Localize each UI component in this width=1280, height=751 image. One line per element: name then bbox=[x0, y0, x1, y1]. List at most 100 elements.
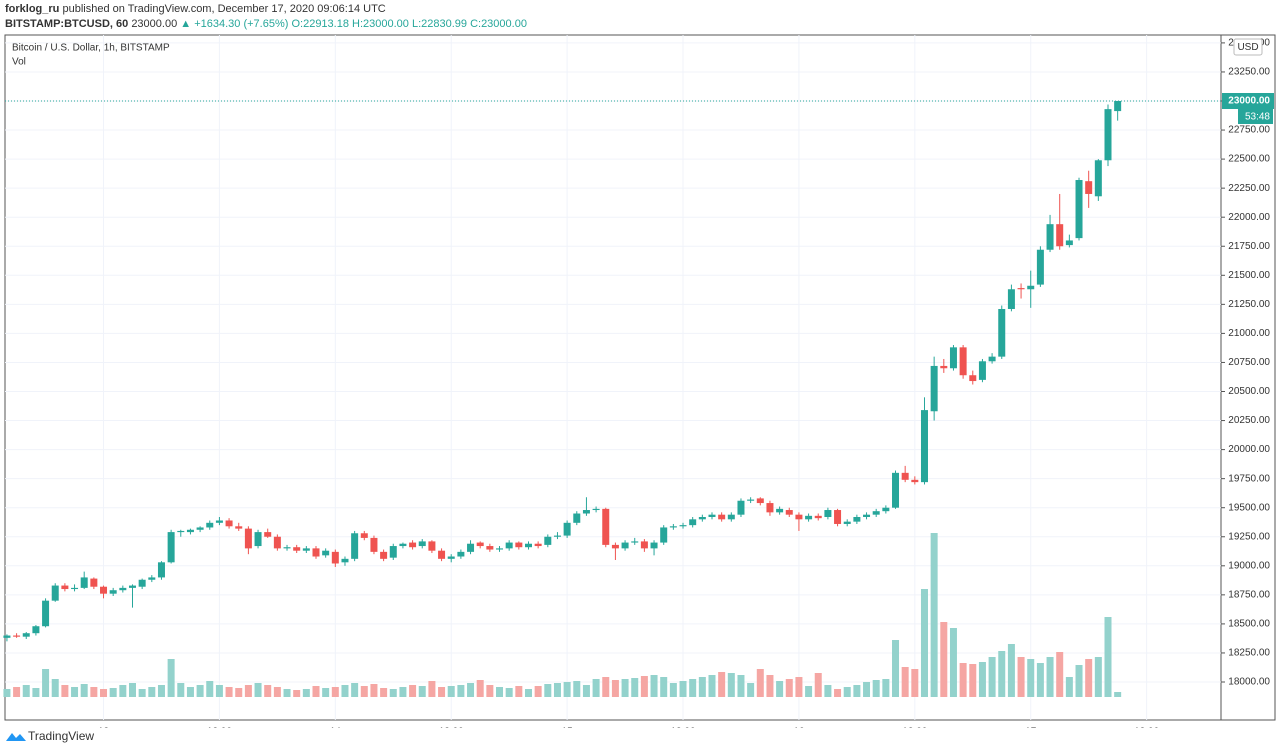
currency-badge[interactable] bbox=[1233, 38, 1263, 56]
volume-bar bbox=[959, 663, 967, 697]
price: 23000.00 bbox=[131, 18, 178, 30]
y-tick-label: 18000.00 bbox=[1228, 677, 1270, 688]
candle-body bbox=[978, 361, 986, 380]
candle-body bbox=[225, 520, 233, 527]
y-tick-label: 21500.00 bbox=[1228, 270, 1270, 281]
x-tick-label: 14 bbox=[330, 727, 342, 728]
volume-bar bbox=[148, 687, 156, 697]
candle-body bbox=[476, 542, 484, 547]
volume-bar bbox=[351, 683, 359, 697]
volume-bar bbox=[553, 683, 561, 697]
volume-bar bbox=[1104, 617, 1112, 697]
volume-bar bbox=[235, 688, 243, 697]
y-tick-label: 22250.00 bbox=[1228, 183, 1270, 194]
volume-bar bbox=[679, 681, 687, 697]
volume-bar bbox=[22, 685, 30, 697]
volume-bar bbox=[930, 533, 938, 697]
volume-bar bbox=[428, 681, 436, 697]
volume-bar bbox=[71, 687, 79, 697]
volume-bar bbox=[215, 685, 223, 697]
candle-body bbox=[1075, 180, 1083, 239]
candle-body bbox=[640, 541, 648, 549]
volume-bar bbox=[785, 679, 793, 697]
candle-body bbox=[438, 550, 446, 559]
symbol-line: BITSTAMP:BTCUSD, 60 23000.00 ▲ +1634.30 … bbox=[5, 18, 527, 30]
volume-bar bbox=[534, 686, 542, 697]
volume-bar bbox=[892, 640, 900, 697]
candle-body bbox=[708, 514, 716, 517]
volume-bar bbox=[631, 678, 639, 697]
candle-body bbox=[660, 527, 668, 543]
volume-bar bbox=[1036, 663, 1044, 697]
volume-bar bbox=[872, 680, 880, 697]
y-tick-label: 23250.00 bbox=[1228, 67, 1270, 78]
y-tick-label: 22750.00 bbox=[1228, 125, 1270, 136]
volume-bar bbox=[418, 686, 426, 697]
volume-bar bbox=[409, 685, 417, 697]
candle-body bbox=[1017, 288, 1025, 290]
volume-bar bbox=[100, 689, 108, 697]
candle-body bbox=[418, 541, 426, 547]
candle-body bbox=[872, 511, 880, 515]
volume-bar bbox=[32, 688, 40, 697]
logo bbox=[6, 733, 26, 741]
volume-bar bbox=[109, 688, 117, 697]
candle-body bbox=[882, 507, 890, 512]
candle-body bbox=[1027, 285, 1035, 290]
candle-body bbox=[360, 533, 368, 538]
y-tick-label: 19500.00 bbox=[1228, 502, 1270, 513]
volume-bar bbox=[496, 687, 504, 697]
volume-bar bbox=[621, 679, 629, 697]
volume-bar bbox=[225, 687, 233, 697]
volume-bar bbox=[1065, 677, 1073, 697]
candle-body bbox=[351, 533, 359, 559]
volume-bar bbox=[128, 683, 136, 697]
candle-body bbox=[370, 537, 378, 552]
legend: Bitcoin / U.S. Dollar, 1h, BITSTAMP bbox=[12, 43, 170, 54]
candle-body bbox=[22, 633, 30, 637]
candle-body bbox=[380, 551, 388, 559]
candle-body bbox=[61, 585, 69, 590]
volume-bar bbox=[341, 685, 349, 697]
volume-bar bbox=[1056, 652, 1064, 697]
volume-bar bbox=[360, 686, 368, 697]
volume-bar bbox=[940, 622, 948, 697]
candle-body bbox=[505, 542, 513, 549]
volume-bar bbox=[302, 689, 310, 697]
candle-body bbox=[602, 508, 610, 545]
volume-bar bbox=[920, 589, 928, 697]
change: ▲ +1634.30 (+7.65%) bbox=[180, 18, 289, 30]
volume-bar bbox=[486, 685, 494, 697]
volume-bar bbox=[331, 687, 339, 697]
volume-bar bbox=[814, 673, 822, 697]
volume-bar bbox=[476, 680, 484, 697]
candle-body bbox=[51, 585, 59, 601]
author: forklog_ru bbox=[5, 3, 60, 15]
volume-bar bbox=[901, 667, 909, 697]
candle-body bbox=[157, 562, 165, 578]
volume-bar bbox=[544, 684, 552, 697]
volume-bar bbox=[273, 687, 281, 697]
volume-bar bbox=[322, 688, 330, 697]
candle-body bbox=[206, 522, 214, 528]
x-tick-label: 12:00 bbox=[902, 727, 927, 728]
candle-body bbox=[824, 510, 832, 517]
volume-bar bbox=[157, 685, 165, 697]
candle-body bbox=[834, 510, 842, 524]
volume-bar bbox=[399, 687, 407, 697]
candle-body bbox=[805, 515, 813, 520]
candle-body bbox=[534, 543, 542, 547]
candle-body bbox=[814, 515, 822, 519]
volume-bar bbox=[582, 685, 590, 697]
candle-body bbox=[167, 532, 175, 563]
volume-bar bbox=[61, 685, 69, 697]
volume-bar bbox=[669, 683, 677, 697]
x-tick-label: 15 bbox=[562, 727, 574, 728]
volume-bar bbox=[1075, 665, 1083, 697]
volume-bar bbox=[766, 675, 774, 697]
volume-bar bbox=[1094, 657, 1102, 697]
volume-bar bbox=[611, 680, 619, 697]
candle-body bbox=[669, 526, 677, 528]
candle-body bbox=[322, 550, 330, 556]
